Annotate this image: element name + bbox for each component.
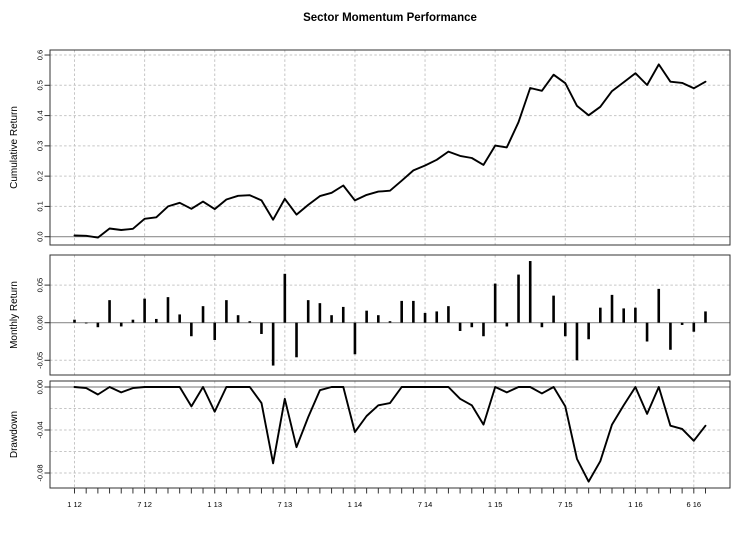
return-bar — [447, 306, 450, 323]
return-bar — [704, 311, 707, 323]
return-bar — [680, 322, 684, 325]
x-tick-label: 7 12 — [137, 500, 152, 509]
return-bar — [587, 322, 590, 340]
y-tick-label: 0.6 — [36, 50, 45, 60]
return-bar — [388, 321, 392, 323]
y-tick-label: 0.3 — [36, 141, 45, 151]
return-bar — [236, 315, 240, 323]
return-bar — [96, 322, 100, 328]
chart-title: Sector Momentum Performance — [303, 12, 477, 24]
panel-border — [49, 254, 731, 376]
return-bar — [528, 261, 532, 323]
return-bar — [563, 322, 567, 337]
return-bar — [493, 283, 497, 323]
x-tick-label: 1 15 — [488, 500, 503, 509]
return-bar — [73, 319, 76, 323]
y-tick-label: 0.1 — [36, 201, 45, 211]
return-bar — [248, 321, 252, 323]
return-bar — [610, 294, 614, 323]
ylabel-cumulative-return: Cumulative Return — [9, 106, 20, 189]
y-tick-label: 0.5 — [36, 80, 45, 90]
chart-panels: 0.0 0.1 0.2 0.3 0.4 0.5 0.6 0.05 0.00 -0.05 0.00 -0… — [36, 49, 731, 489]
return-bar — [283, 273, 287, 323]
return-bar — [692, 322, 696, 332]
ylabel-monthly-return: Monthly Return — [9, 281, 20, 349]
return-bar — [178, 314, 181, 323]
return-bar — [318, 303, 322, 323]
x-tick-label: 7 14 — [418, 500, 433, 509]
y-tick-label: -0.08 — [36, 464, 45, 481]
y-tick-label: 0.0 — [36, 231, 45, 241]
return-bar — [400, 300, 403, 323]
return-bar — [552, 295, 555, 323]
return-bar — [634, 307, 637, 323]
y-tick-label: -0.05 — [36, 352, 45, 369]
x-axis: 1 12 7 12 1 13 7 13 1 14 7 14 1 15 7 15 1 16 6 16 — [67, 488, 706, 509]
return-bar — [341, 306, 345, 323]
return-bar — [435, 311, 439, 323]
return-bar — [458, 322, 462, 331]
return-bar — [412, 300, 415, 323]
return-bar — [330, 315, 333, 323]
return-bar — [213, 322, 217, 340]
return-bar — [201, 306, 205, 323]
return-bar — [365, 310, 368, 323]
return-bar — [295, 322, 298, 358]
return-bar — [645, 322, 649, 342]
y-tick-label: 0.00 — [36, 380, 45, 395]
return-bar — [599, 307, 602, 323]
return-bar — [131, 319, 135, 323]
return-bar — [657, 288, 661, 323]
x-tick-label: 7 15 — [558, 500, 573, 509]
x-tick-label: 1 13 — [207, 500, 222, 509]
return-bar — [225, 300, 228, 323]
return-bar — [108, 300, 111, 323]
return-bar — [84, 322, 88, 324]
return-bar — [353, 322, 357, 355]
return-bar — [166, 297, 170, 323]
return-bar — [540, 322, 544, 328]
y-tick-label: 0.2 — [36, 171, 45, 181]
panel-border — [49, 49, 731, 246]
y-tick-label: -0.04 — [36, 421, 45, 438]
return-bar — [669, 322, 672, 350]
panel-cumulative-return: 0.0 0.1 0.2 0.3 0.4 0.5 0.6 — [36, 49, 731, 246]
y-tick-label: 0.00 — [36, 315, 45, 330]
return-bar — [154, 318, 158, 323]
y-tick-label: 0.05 — [36, 278, 45, 293]
return-bar — [622, 308, 625, 323]
return-bar — [119, 322, 123, 327]
return-bar — [190, 322, 193, 337]
return-bar — [505, 322, 509, 327]
return-bar — [470, 322, 474, 328]
drawdown-line — [73, 386, 707, 483]
panel-monthly-return: 0.05 0.00 -0.05 — [36, 254, 731, 376]
return-bar — [423, 312, 427, 323]
panel-drawdown: 0.00 -0.04 -0.08 — [36, 380, 731, 489]
x-tick-label: 1 12 — [67, 500, 82, 509]
return-bar — [143, 298, 146, 323]
cumulative-return-line — [73, 63, 707, 239]
x-tick-label: 7 13 — [278, 500, 293, 509]
return-bar — [260, 322, 263, 334]
ylabel-drawdown: Drawdown — [9, 411, 20, 458]
return-bar — [377, 315, 380, 323]
return-bar — [306, 300, 310, 323]
x-tick-label: 1 16 — [628, 500, 643, 509]
x-tick-label: 6 16 — [687, 500, 702, 509]
return-bar — [271, 322, 275, 366]
y-tick-label: 0.4 — [36, 110, 45, 120]
return-bar — [517, 274, 520, 323]
x-tick-label: 1 14 — [348, 500, 363, 509]
return-bar — [482, 322, 485, 337]
return-bar — [575, 322, 579, 361]
